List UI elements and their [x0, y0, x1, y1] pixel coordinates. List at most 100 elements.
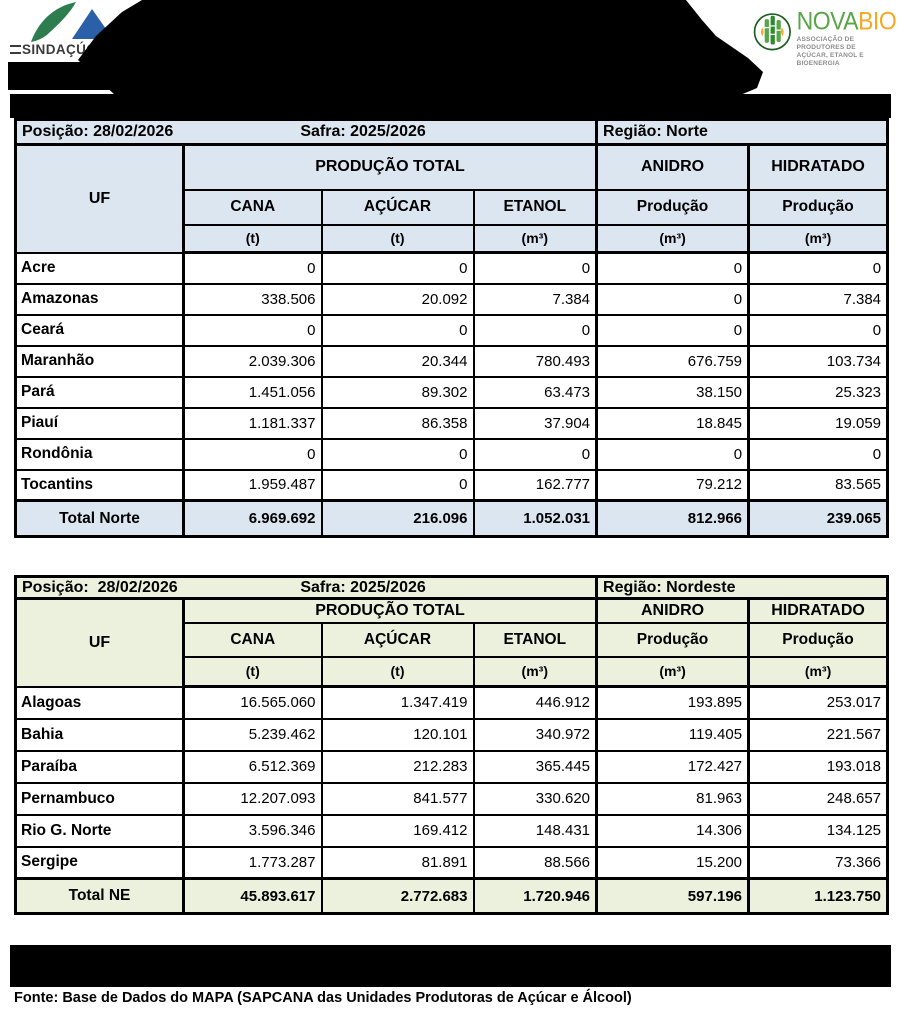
- production-table-nordeste: Posição: 28/02/2026 Safra: 2025/2026 Reg…: [14, 575, 890, 915]
- uf-cell: Paraíba: [14, 749, 185, 784]
- value-cell: 18.845: [595, 406, 750, 440]
- posicao-safra-cell: Posição: 28/02/2026 Safra: 2025/2026: [14, 118, 598, 146]
- value-cell: 12.207.093: [182, 781, 323, 816]
- novabio-bio: BIO: [858, 7, 897, 36]
- total-row: Total NE 45.893.617 2.772.683 1.720.946 …: [14, 877, 889, 915]
- total-value-cell: 239.065: [747, 499, 889, 538]
- value-cell: 81.891: [320, 845, 475, 880]
- nordeste-table-section: Posição: 28/02/2026 Safra: 2025/2026 Reg…: [14, 575, 890, 915]
- posicao-label: Posição: 28/02/2026: [22, 578, 178, 596]
- value-cell: 15.200: [595, 845, 750, 880]
- total-value-cell: 597.196: [595, 877, 750, 915]
- value-cell: 193.895: [595, 685, 750, 720]
- value-cell: 37.904: [472, 406, 598, 440]
- value-cell: 0: [320, 251, 475, 285]
- total-value-cell: 1.052.031: [472, 499, 598, 538]
- value-cell: 3.596.346: [182, 813, 323, 848]
- table-row: Rondônia 0 0 0 0 0: [14, 437, 889, 471]
- value-cell: 193.018: [747, 749, 889, 784]
- value-cell: 7.384: [747, 282, 889, 316]
- redacted-title-block: [8, 0, 891, 118]
- unit-cell: (m³): [472, 223, 598, 254]
- value-cell: 0: [320, 437, 475, 471]
- uf-cell: Ceará: [14, 313, 185, 347]
- table-row: Maranhão 2.039.306 20.344 780.493 676.759 103…: [14, 344, 889, 378]
- posicao-label: Posição: 28/02/2026: [22, 123, 174, 140]
- production-table-norte: Posição: 28/02/2026 Safra: 2025/2026 Reg…: [14, 118, 890, 538]
- safra-label: Safra: 2025/2026: [300, 578, 426, 596]
- etanol-header: ETANOL: [472, 621, 598, 658]
- unit-cell: (m³): [472, 655, 598, 688]
- etanol-header: ETANOL: [472, 188, 598, 226]
- sindacucar-lines-icon: [10, 45, 21, 54]
- value-cell: 0: [182, 251, 323, 285]
- value-cell: 212.283: [320, 749, 475, 784]
- value-cell: 0: [182, 313, 323, 347]
- value-cell: 25.323: [747, 375, 889, 409]
- novabio-logo: NOVABIO ASSOCIAÇÃO DE PRODUTORES DE AÇÚC…: [752, 7, 897, 67]
- value-cell: 89.302: [320, 375, 475, 409]
- value-cell: 148.431: [472, 813, 598, 848]
- regiao-label: Região: Nordeste: [595, 575, 889, 600]
- value-cell: 120.101: [320, 717, 475, 752]
- uf-cell: Tocantins: [14, 468, 185, 502]
- value-cell: 0: [472, 313, 598, 347]
- table-row: Paraíba 6.512.369 212.283 365.445 172.427 193…: [14, 749, 889, 784]
- table-row: Sergipe 1.773.287 81.891 88.566 15.200 73.366: [14, 845, 889, 880]
- value-cell: 0: [320, 313, 475, 347]
- cana-header: CANA: [182, 188, 323, 226]
- value-cell: 88.566: [472, 845, 598, 880]
- table-row: Bahia 5.239.462 120.101 340.972 119.405 221.5…: [14, 717, 889, 752]
- uf-cell: Piauí: [14, 406, 185, 440]
- value-cell: 0: [595, 437, 750, 471]
- report-header: SINDAÇÚCAR ® NOVABIO ASSOCI: [0, 0, 900, 118]
- table-row: Tocantins 1.959.487 0 162.777 79.212 83.565: [14, 468, 889, 502]
- total-value-cell: 45.893.617: [182, 877, 323, 915]
- value-cell: 1.773.287: [182, 845, 323, 880]
- total-label: Total NE: [14, 877, 185, 915]
- table-row: Pernambuco 12.207.093 841.577 330.620 81.963…: [14, 781, 889, 816]
- value-cell: 38.150: [595, 375, 750, 409]
- value-cell: 0: [595, 313, 750, 347]
- value-cell: 0: [320, 468, 475, 502]
- uf-header: UF: [14, 597, 185, 688]
- value-cell: 5.239.462: [182, 717, 323, 752]
- novabio-subtitle: ASSOCIAÇÃO DE PRODUTORES DE AÇÚCAR, ETAN…: [797, 36, 897, 68]
- value-cell: 162.777: [472, 468, 598, 502]
- unit-cell: (m³): [595, 223, 750, 254]
- novabio-wordmark: NOVABIO: [797, 7, 897, 35]
- source-note: Fonte: Base de Dados do MAPA (SAPCANA da…: [14, 990, 632, 1006]
- table-row: Alagoas 16.565.060 1.347.419 446.912 193.895…: [14, 685, 889, 720]
- value-cell: 221.567: [747, 717, 889, 752]
- value-cell: 6.512.369: [182, 749, 323, 784]
- value-cell: 0: [747, 437, 889, 471]
- value-cell: 330.620: [472, 781, 598, 816]
- uf-cell: Amazonas: [14, 282, 185, 316]
- total-value-cell: 1.123.750: [747, 877, 889, 915]
- units-row: (t) (t) (m³) (m³) (m³): [16, 655, 889, 688]
- value-cell: 1.347.419: [320, 685, 475, 720]
- table-row: Rio G. Norte 3.596.346 169.412 148.431 14.30…: [14, 813, 889, 848]
- value-cell: 253.017: [747, 685, 889, 720]
- value-cell: 1.959.487: [182, 468, 323, 502]
- safra-label: Safra: 2025/2026: [300, 123, 426, 140]
- novabio-nova: NOVA: [796, 7, 859, 36]
- value-cell: 340.972: [472, 717, 598, 752]
- value-cell: 79.212: [595, 468, 750, 502]
- acucar-header: AÇÚCAR: [320, 621, 475, 658]
- total-value-cell: 812.966: [595, 499, 750, 538]
- value-cell: 119.405: [595, 717, 750, 752]
- value-cell: 1.451.056: [182, 375, 323, 409]
- total-value-cell: 6.969.692: [182, 499, 323, 538]
- unit-cell: (t): [182, 223, 323, 254]
- value-cell: 365.445: [472, 749, 598, 784]
- value-cell: 169.412: [320, 813, 475, 848]
- uf-cell: Pernambuco: [14, 781, 185, 816]
- redacted-footer-block: [10, 945, 891, 987]
- value-cell: 86.358: [320, 406, 475, 440]
- hidratado-header: HIDRATADO: [747, 597, 889, 624]
- anidro-header: ANIDRO: [595, 597, 750, 624]
- value-cell: 2.039.306: [182, 344, 323, 378]
- value-cell: 73.366: [747, 845, 889, 880]
- novabio-text: NOVABIO ASSOCIAÇÃO DE PRODUTORES DE AÇÚC…: [797, 7, 897, 67]
